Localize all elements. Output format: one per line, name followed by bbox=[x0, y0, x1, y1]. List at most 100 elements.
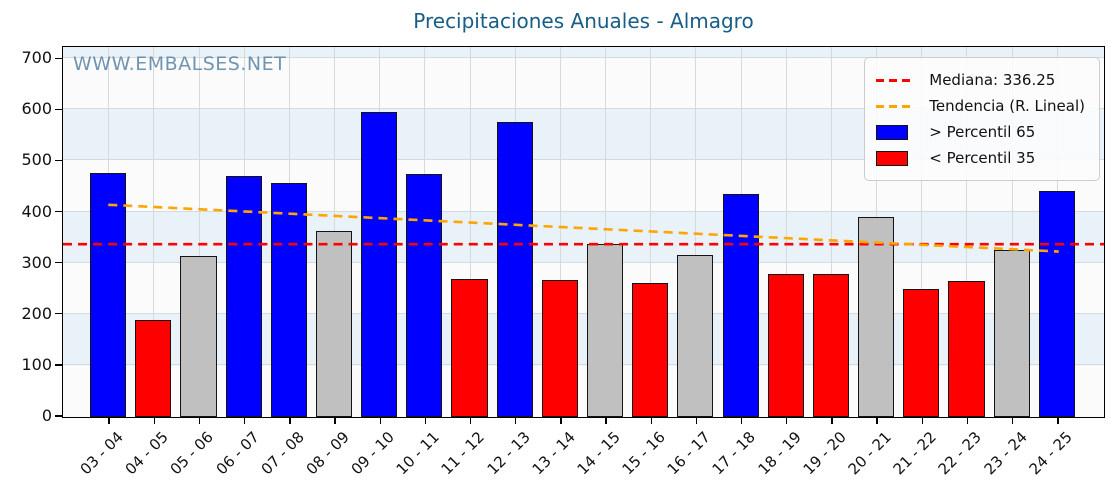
low-percentile-swatch bbox=[876, 150, 909, 166]
y-tick-mark bbox=[55, 313, 62, 315]
bar-08-09 bbox=[315, 231, 353, 417]
horizontal-gridline bbox=[63, 312, 1104, 314]
vertical-gridline bbox=[198, 47, 200, 417]
x-tick-mark bbox=[966, 418, 969, 424]
bar-19-20 bbox=[812, 273, 849, 417]
x-tick-label: 15 - 16 bbox=[618, 428, 669, 479]
x-tick-mark bbox=[334, 418, 336, 424]
x-tick-mark bbox=[108, 418, 110, 424]
y-tick-mark bbox=[55, 159, 62, 162]
x-tick-mark bbox=[740, 418, 743, 424]
vertical-gridline bbox=[966, 47, 968, 417]
x-tick-mark bbox=[198, 418, 201, 424]
bar-13-14 bbox=[541, 280, 578, 417]
y-tick-label: 0 bbox=[41, 406, 52, 425]
x-tick-mark bbox=[469, 418, 472, 424]
vertical-gridline bbox=[469, 47, 471, 417]
horizontal-gridline bbox=[63, 363, 1104, 365]
bar-24-25 bbox=[1038, 191, 1075, 417]
x-tick-label: 07 - 08 bbox=[257, 428, 308, 479]
y-tick-mark bbox=[55, 415, 62, 417]
bar-07-08 bbox=[270, 183, 307, 417]
x-tick-mark bbox=[605, 418, 607, 424]
x-tick-label: 20 - 21 bbox=[844, 428, 895, 479]
bar-09-10 bbox=[361, 112, 398, 417]
legend-median-label: Mediana: 336.25 bbox=[929, 71, 1056, 89]
vertical-gridline bbox=[559, 47, 561, 417]
x-tick-mark bbox=[560, 418, 562, 424]
x-tick-label: 12 - 13 bbox=[483, 428, 534, 479]
x-tick-label: 11 - 12 bbox=[437, 428, 489, 479]
legend-low-label: < Percentil 35 bbox=[929, 149, 1036, 167]
watermark: WWW.EMBALSES.NET bbox=[73, 53, 287, 75]
x-tick-mark bbox=[921, 418, 923, 424]
x-tick-label: 17 - 18 bbox=[709, 428, 760, 479]
x-tick-mark bbox=[695, 418, 698, 424]
vertical-gridline bbox=[830, 47, 832, 417]
median-dashed-line-swatch bbox=[876, 78, 913, 82]
horizontal-gridline bbox=[63, 210, 1104, 212]
x-tick-label: 21 - 22 bbox=[889, 428, 941, 479]
x-tick-label: 10 - 11 bbox=[392, 428, 444, 479]
x-tick-mark bbox=[831, 418, 833, 424]
legend-item-median: Mediana: 336.25 bbox=[876, 67, 1085, 93]
high-percentile-swatch bbox=[876, 124, 909, 140]
x-tick-mark bbox=[289, 418, 291, 424]
vertical-gridline bbox=[605, 47, 607, 417]
legend: Mediana: 336.25 Tendencia (R. Lineal) > … bbox=[864, 57, 1100, 181]
x-tick-label: 03 - 04 bbox=[76, 428, 127, 479]
x-tick-mark bbox=[379, 418, 381, 424]
bar-11-12 bbox=[451, 279, 488, 417]
x-tick-mark bbox=[424, 418, 427, 424]
legend-trend-label: Tendencia (R. Lineal) bbox=[929, 97, 1085, 115]
x-tick-mark bbox=[1011, 418, 1014, 424]
bar-10-11 bbox=[406, 173, 443, 417]
vertical-gridline bbox=[1011, 47, 1013, 417]
y-tick-mark bbox=[55, 210, 62, 213]
x-tick-label: 04 - 05 bbox=[121, 428, 173, 479]
x-tick-mark bbox=[153, 418, 156, 424]
bar-12-13 bbox=[496, 122, 533, 417]
bar-14-15 bbox=[587, 244, 624, 417]
y-tick-label: 600 bbox=[21, 99, 52, 119]
x-tick-label: 18 - 19 bbox=[754, 428, 805, 479]
x-tick-label: 09 - 10 bbox=[347, 428, 398, 479]
x-tick-mark bbox=[876, 418, 878, 424]
y-tick-mark bbox=[55, 108, 62, 111]
y-tick-mark bbox=[55, 57, 62, 59]
y-tick-label: 100 bbox=[21, 354, 52, 374]
legend-item-trend: Tendencia (R. Lineal) bbox=[876, 93, 1085, 119]
bar-17-18 bbox=[722, 194, 759, 417]
x-tick-label: 14 - 15 bbox=[573, 428, 624, 479]
y-tick-label: 200 bbox=[21, 303, 52, 323]
bar-22-23 bbox=[948, 280, 985, 417]
bar-20-21 bbox=[858, 217, 895, 417]
bar-06-07 bbox=[225, 175, 262, 417]
vertical-gridline bbox=[921, 47, 923, 417]
bar-18-19 bbox=[767, 273, 804, 417]
bar-15-16 bbox=[632, 283, 669, 417]
y-tick-mark bbox=[55, 261, 62, 264]
x-tick-label: 05 - 06 bbox=[166, 428, 218, 479]
horizontal-gridline bbox=[63, 57, 1104, 59]
trend-dashed-line-swatch bbox=[876, 104, 913, 108]
vertical-gridline bbox=[785, 47, 787, 417]
legend-high-label: > Percentil 65 bbox=[929, 123, 1036, 141]
y-tick-label: 400 bbox=[21, 201, 52, 221]
bar-21-22 bbox=[903, 289, 940, 417]
vertical-gridline bbox=[695, 47, 697, 417]
bar-23-24 bbox=[993, 250, 1030, 417]
horizontal-gridline bbox=[63, 159, 1104, 161]
x-tick-label: 19 - 20 bbox=[799, 428, 850, 479]
x-tick-label: 06 - 07 bbox=[212, 428, 263, 479]
y-tick-mark bbox=[55, 364, 62, 366]
bar-04-05 bbox=[135, 319, 172, 417]
y-tick-label: 500 bbox=[21, 150, 52, 170]
y-tick-label: 300 bbox=[21, 252, 52, 272]
x-tick-label: 22 - 23 bbox=[934, 428, 986, 479]
horizontal-gridline bbox=[63, 261, 1104, 263]
bars-layer bbox=[63, 47, 1104, 417]
x-tick-mark bbox=[515, 418, 517, 424]
trend-line bbox=[108, 203, 1059, 253]
